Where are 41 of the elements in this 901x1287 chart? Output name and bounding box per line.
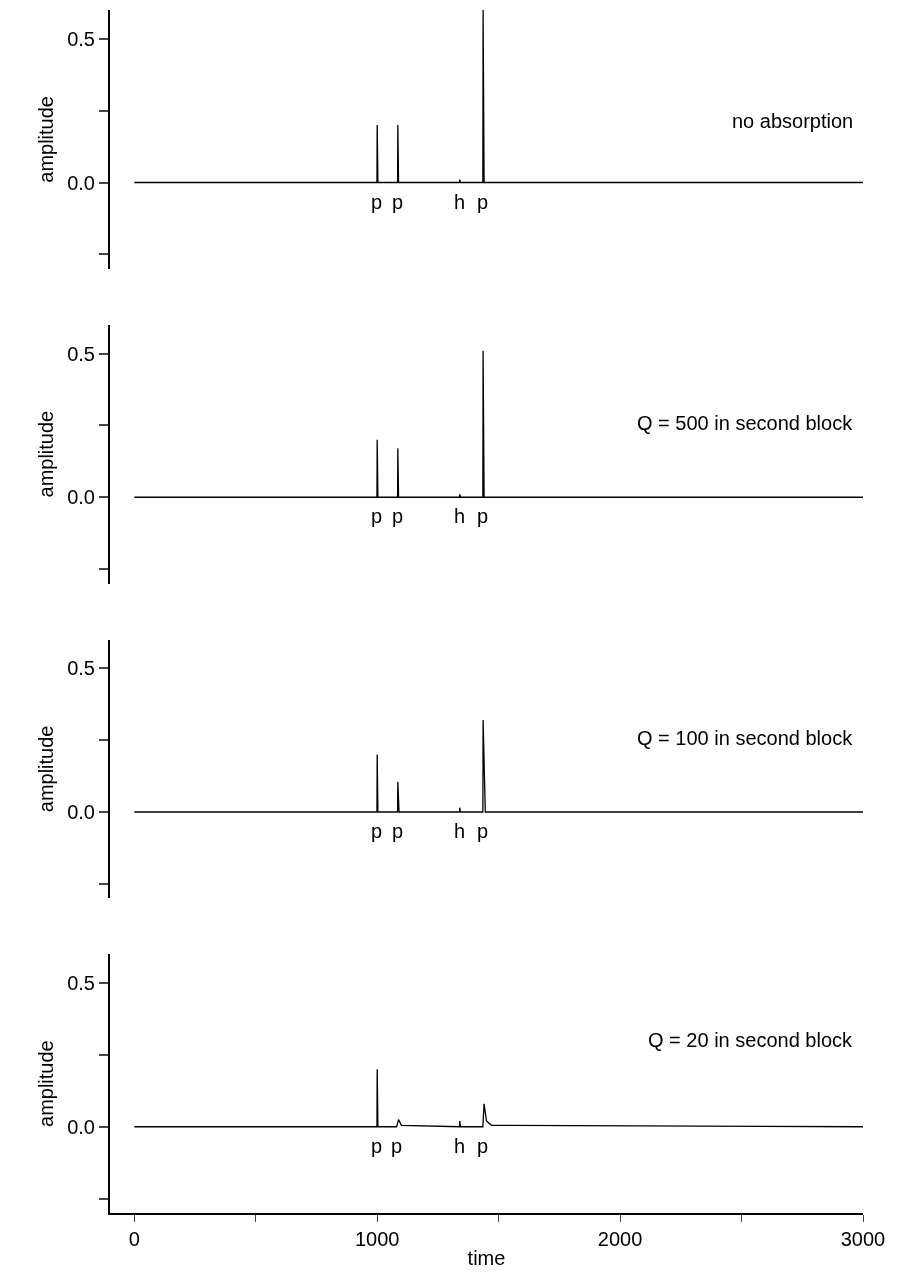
y-tick-label: 0.0 [67,171,95,194]
line-series [133,10,863,184]
y-tick-label: 0.0 [67,1115,95,1138]
annotation: h [454,820,466,842]
y-tick-label: 0.5 [67,657,95,680]
x-tick-label: 3000 [840,1228,886,1250]
annotation: Q = 100 in second block [637,727,854,749]
x-axis-title: time [467,1247,506,1269]
y-tick-label: 0.5 [67,342,95,365]
annotation: p [477,1135,489,1157]
annotation: Q = 500 in second block [637,412,854,434]
x-tick-label: 0 [128,1228,140,1250]
annotation: h [454,1135,466,1157]
y-axis-title: amplitude [35,1040,58,1127]
annotation: p [477,191,489,213]
y-tick-label: 0.0 [67,801,95,823]
line-series [133,1068,863,1128]
y-tick-label: 0.5 [67,27,95,50]
line-series [133,719,863,813]
annotation: p [371,191,383,213]
annotation: Q = 20 in second block [648,1029,854,1051]
annotation: h [454,191,466,213]
y-axis-title: amplitude [35,725,58,813]
annotation: p [477,820,489,842]
y-tick-label: 0.5 [67,972,95,994]
x-tick-label: 1000 [354,1228,400,1250]
annotation: no absorption [732,110,854,132]
annotation: p [392,820,404,842]
annotation: p [371,1135,383,1157]
annotation: p [371,820,383,842]
y-tick-label: 0.0 [67,486,95,509]
annotation: p [392,505,404,527]
y-axis-title: amplitude [35,410,58,498]
y-axis-title: amplitude [35,96,58,183]
annotation: h [454,505,466,527]
line-series [133,349,863,498]
annotation: p [392,191,404,213]
x-tick-label: 2000 [597,1228,643,1250]
annotation: p [391,1135,403,1157]
annotation: p [477,505,489,527]
annotation: p [371,505,383,527]
